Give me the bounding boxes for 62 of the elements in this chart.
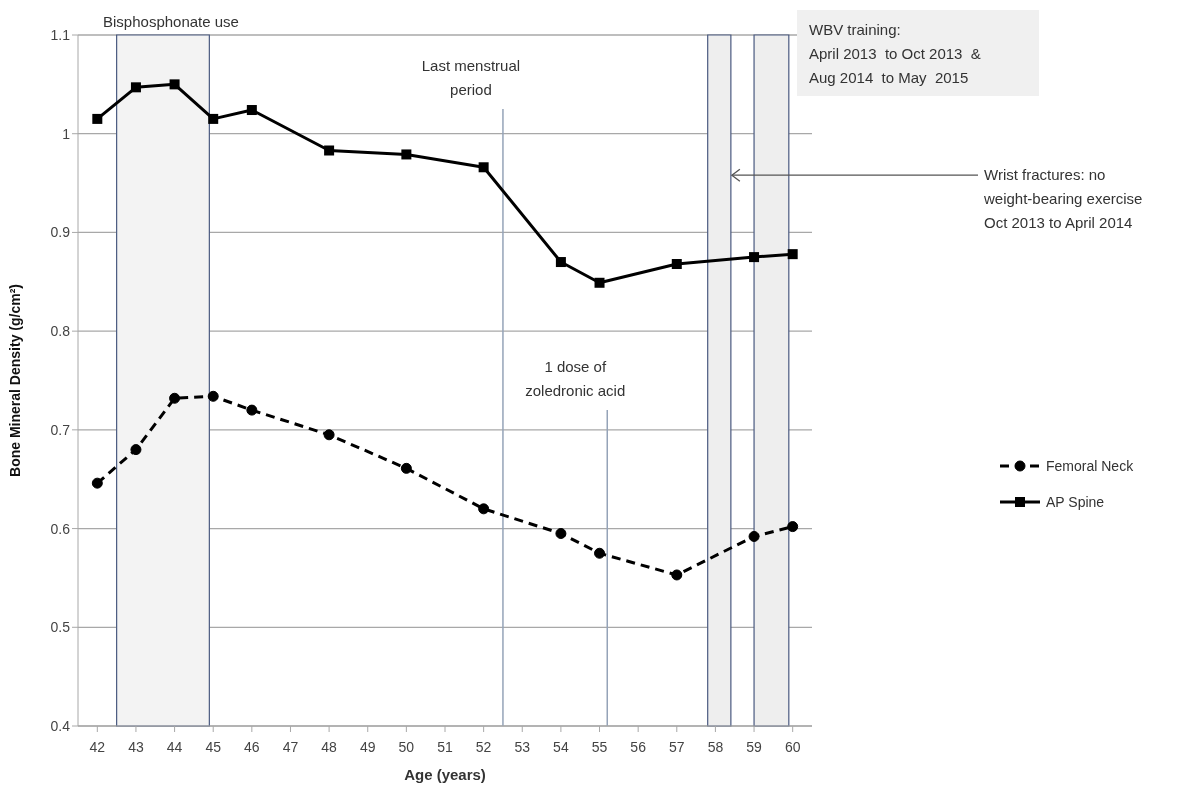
point	[787, 521, 799, 533]
point	[594, 547, 606, 559]
point	[169, 79, 180, 90]
x-tick-label: 49	[359, 738, 376, 755]
annotation: Last menstrual period	[421, 57, 521, 99]
x-tick-label: 44	[166, 738, 183, 755]
x-tick-label: 42	[89, 738, 106, 755]
point	[246, 105, 257, 116]
legend-label: AP Spine	[1046, 494, 1105, 510]
point	[787, 249, 798, 260]
y-tick-label: 0.5	[50, 619, 71, 636]
point	[671, 569, 683, 581]
point	[246, 404, 258, 416]
x-tick-label: 56	[630, 738, 647, 755]
point	[208, 113, 219, 124]
x-tick-label: 55	[591, 738, 608, 755]
annotation: 1 dose of zoledronic acid	[525, 358, 626, 400]
point	[594, 277, 605, 288]
point	[555, 257, 566, 268]
y-tick-label: 0.7	[50, 421, 71, 438]
x-tick-label: 45	[205, 738, 222, 755]
point	[555, 528, 567, 540]
y-tick-label: 0.8	[50, 323, 71, 340]
point	[169, 392, 181, 404]
x-tick-label: 46	[244, 738, 260, 755]
y-tick-label: 1.1	[50, 26, 71, 43]
band-label: Bisphosphonate use	[103, 13, 239, 30]
x-tick-label: 58	[707, 738, 724, 755]
point	[130, 82, 141, 93]
annotation: Wrist fractures: no weight-bearing exercise Oct 2013 to April 2014	[983, 166, 1143, 232]
point	[92, 113, 103, 124]
x-tick-label: 59	[746, 738, 763, 755]
y-tick-label: 0.4	[50, 717, 71, 734]
x-tick-label: 57	[669, 738, 685, 755]
point	[748, 530, 760, 542]
note-box: WBV training: April 2013 to Oct 2013 & Aug 2014 to May 2015	[797, 10, 1039, 96]
point	[671, 259, 682, 270]
point	[207, 390, 219, 402]
point	[130, 444, 142, 456]
x-tick-label: 50	[398, 738, 415, 755]
x-tick-label: 51	[437, 738, 453, 755]
point	[749, 252, 760, 263]
point	[324, 145, 335, 156]
point	[91, 477, 103, 489]
point	[478, 503, 490, 515]
x-tick-label: 53	[514, 738, 531, 755]
x-tick-label: 60	[784, 738, 801, 755]
point	[401, 149, 412, 160]
x-axis-title: Age (years)	[404, 766, 486, 783]
x-tick-label: 52	[475, 738, 492, 755]
x-tick-label: 47	[282, 738, 299, 755]
y-tick-label: 0.9	[50, 224, 71, 241]
point	[400, 462, 412, 474]
legend-label: Femoral Neck	[1046, 458, 1134, 474]
point	[478, 162, 489, 173]
x-tick-label: 48	[321, 738, 338, 755]
point	[323, 429, 335, 441]
x-tick-label: 54	[553, 738, 569, 755]
y-tick-label: 0.6	[50, 520, 71, 537]
y-tick-label: 1	[62, 125, 71, 142]
y-axis-title: Bone Mineral Density (g/cm²)	[6, 284, 23, 477]
x-tick-label: 43	[128, 738, 144, 755]
